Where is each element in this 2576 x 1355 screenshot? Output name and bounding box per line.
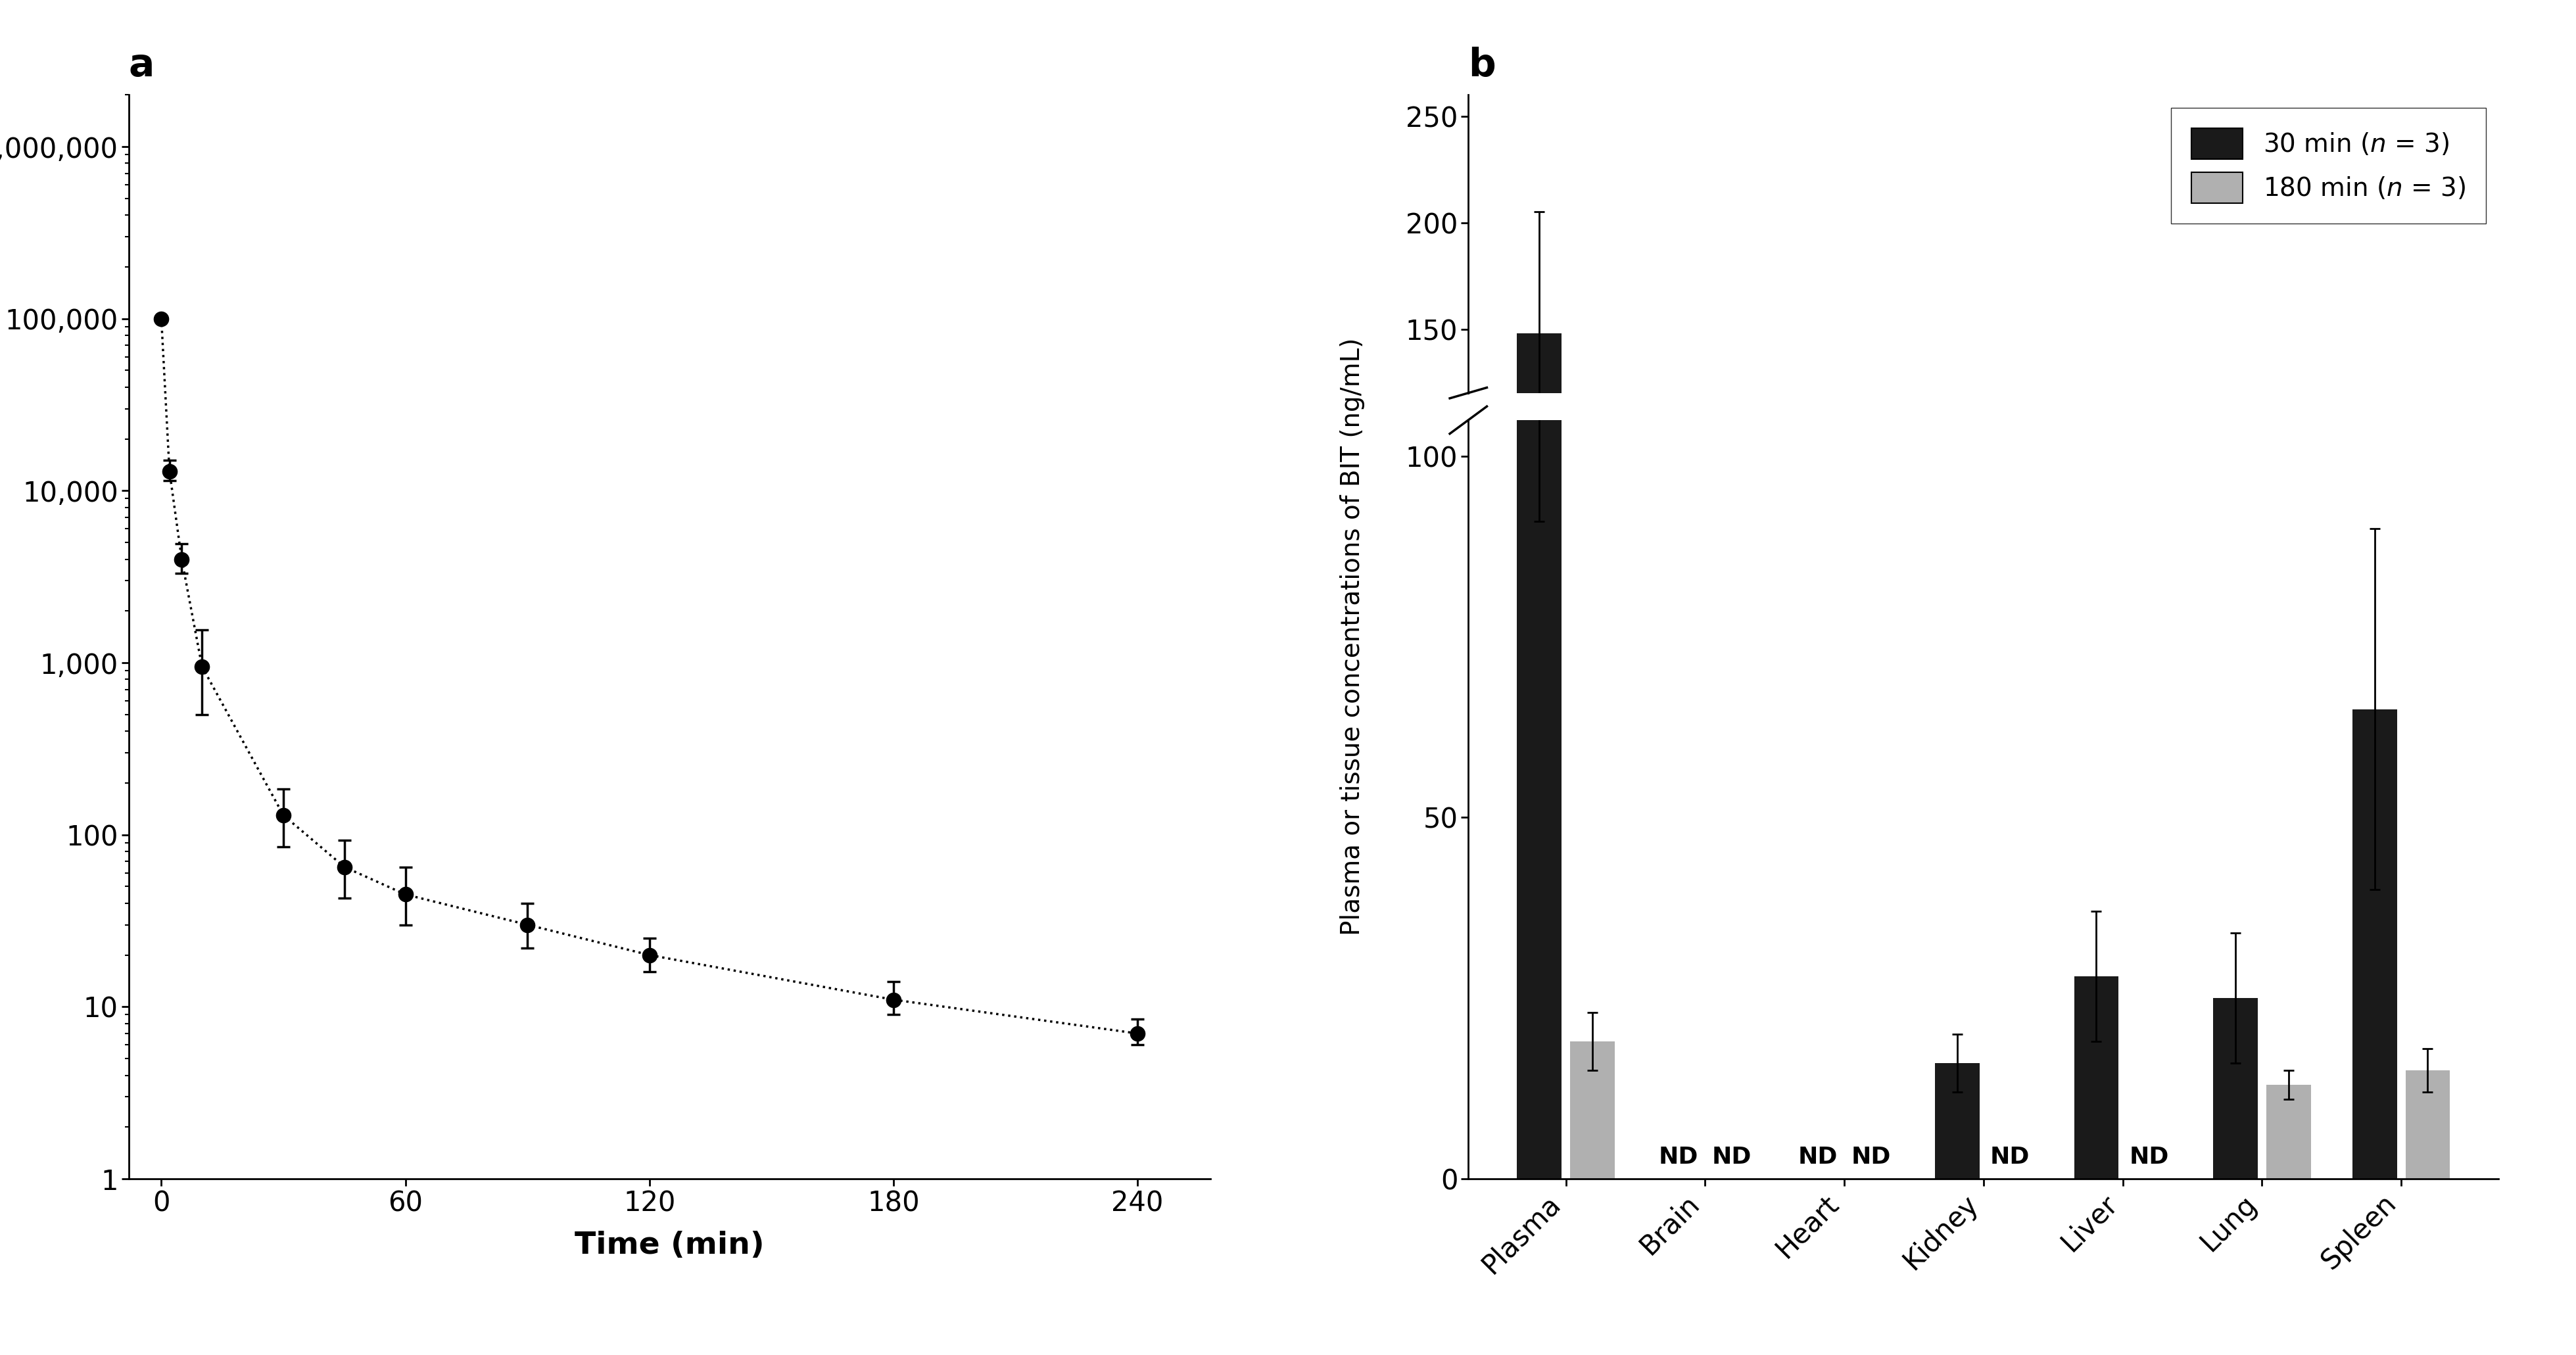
Bar xyxy=(2352,709,2398,1179)
Bar xyxy=(2213,999,2257,1179)
Text: Plasma or tissue concentrations of BIT (ng/mL): Plasma or tissue concentrations of BIT (… xyxy=(1340,337,1365,936)
Bar xyxy=(1569,1042,1615,1179)
Bar xyxy=(1935,1064,1978,1179)
Legend: 30 min ($n$ = 3), 180 min ($n$ = 3): 30 min ($n$ = 3), 180 min ($n$ = 3) xyxy=(2172,107,2486,224)
Text: ND: ND xyxy=(1659,1146,1698,1168)
Bar xyxy=(2074,977,2117,1179)
X-axis label: Time (min): Time (min) xyxy=(574,1230,765,1260)
Bar xyxy=(1517,110,1561,1179)
Text: ND: ND xyxy=(1710,1146,1752,1168)
Bar xyxy=(2406,617,2450,649)
Bar xyxy=(2352,509,2398,649)
Text: b: b xyxy=(1468,47,1497,84)
Text: ND: ND xyxy=(1852,1146,1891,1168)
Bar xyxy=(2074,589,2117,649)
Bar xyxy=(2213,595,2257,649)
Bar xyxy=(2267,1085,2311,1179)
Bar xyxy=(2267,621,2311,649)
Text: ND: ND xyxy=(1991,1146,2030,1168)
Bar xyxy=(2406,1070,2450,1179)
Text: a: a xyxy=(129,47,155,84)
Bar xyxy=(1517,333,1561,649)
Text: ND: ND xyxy=(1798,1146,1837,1168)
Bar xyxy=(1935,614,1978,649)
Text: ND: ND xyxy=(2130,1146,2169,1168)
Bar xyxy=(1569,608,1615,649)
